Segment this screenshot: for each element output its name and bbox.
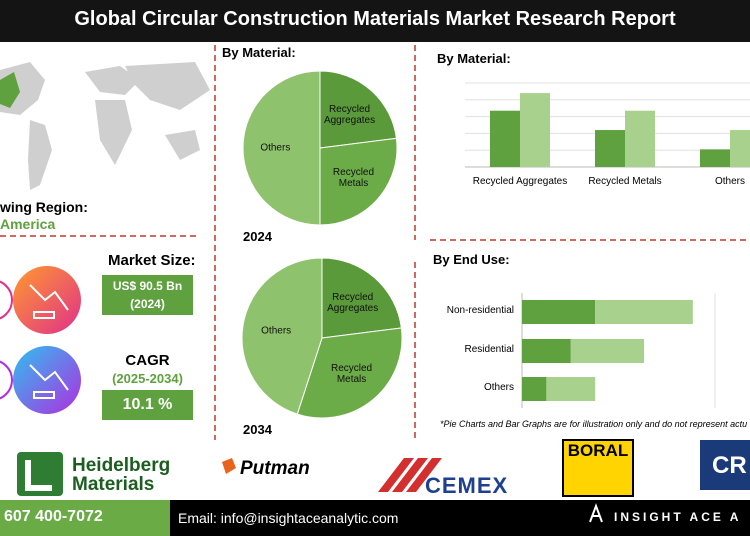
y-tick-label: Others (483, 382, 514, 393)
bar (625, 110, 655, 167)
market-size-box (102, 275, 193, 315)
pie-slice (319, 137, 398, 226)
market-size-year: (2024) (130, 297, 165, 311)
pie-label: Recycled Metals (330, 362, 373, 385)
pie-slice (319, 70, 397, 149)
phone-box (0, 500, 170, 536)
bar-title: By Material: (437, 51, 511, 66)
title: Global Circular Construction Materials M… (74, 8, 676, 30)
email: Email: info@insightaceanalytic.com (178, 510, 399, 526)
pie-slice (241, 257, 323, 415)
world-map (0, 62, 210, 190)
market-size-value: US$ 90.5 Bn (112, 279, 183, 293)
phone: 607 400-7072 (4, 508, 103, 525)
pie-title: By Material: (222, 45, 296, 60)
bar-segment (522, 377, 547, 401)
heidelberg-glyph (25, 460, 52, 491)
y-tick-label: Non-residential (446, 305, 514, 316)
pie-slice (321, 257, 402, 339)
icon-market-size (13, 266, 81, 334)
dividers (0, 45, 750, 440)
cr-box (700, 440, 750, 490)
putman-icon (222, 458, 236, 474)
bar (730, 130, 750, 167)
cagr-period: (2025-2034) (112, 371, 183, 386)
note: *Pie Charts and Bar Graphs are for illus… (440, 419, 748, 429)
bar (595, 130, 625, 167)
bar-segment (522, 300, 596, 324)
cagr-value: 10.1 % (122, 396, 173, 413)
cr-logo: CR (712, 452, 747, 479)
bar (520, 93, 550, 167)
brand: INSIGHT ACE A (614, 510, 742, 524)
icon-glyph (29, 284, 69, 399)
heidelberg-line2: Materials (72, 474, 155, 495)
bar (490, 110, 520, 167)
bar-segment (570, 339, 644, 363)
heidelberg-line1: Heidelberg (72, 455, 171, 476)
pie-label: Recycled Metals (332, 166, 375, 189)
bar-title: By End Use: (433, 252, 510, 267)
x-tick-label: Recycled Aggregates (472, 176, 568, 187)
icon-ring (0, 280, 13, 320)
region-label: wing Region: (0, 199, 88, 215)
cemex-logo: CEMEX (425, 473, 509, 498)
icon-ring (0, 360, 13, 400)
bar-segment (595, 300, 693, 324)
pie-slice (242, 70, 321, 226)
pie-label: Others (261, 325, 292, 337)
pie-label: Recycled Aggregates (323, 103, 376, 126)
pie-year: 2034 (243, 422, 272, 437)
title-bar (0, 0, 750, 42)
boral-box (562, 439, 634, 497)
icon-cagr (13, 346, 81, 414)
putman-logo: Putman (240, 458, 310, 479)
pie-label: Others (260, 142, 291, 154)
bar (700, 149, 730, 167)
boral-logo: BORAL (567, 441, 629, 460)
pie-year: 2024 (243, 229, 272, 244)
map-highlight (0, 72, 20, 108)
cagr-label: CAGR (125, 352, 170, 369)
cemex-icon (378, 458, 442, 492)
brand-icon (589, 503, 603, 523)
cagr-box (102, 390, 193, 420)
pie-label: Recycled Aggregates (327, 292, 379, 315)
region-value: America (0, 216, 56, 232)
bar-segment (522, 339, 571, 363)
market-size-label: Market Size: (108, 252, 196, 269)
pie-slice (296, 327, 403, 419)
bar-segment (546, 377, 596, 401)
x-tick-label: Others (714, 176, 745, 187)
y-tick-label: Residential (464, 344, 514, 355)
x-tick-label: Recycled Metals (588, 176, 662, 187)
